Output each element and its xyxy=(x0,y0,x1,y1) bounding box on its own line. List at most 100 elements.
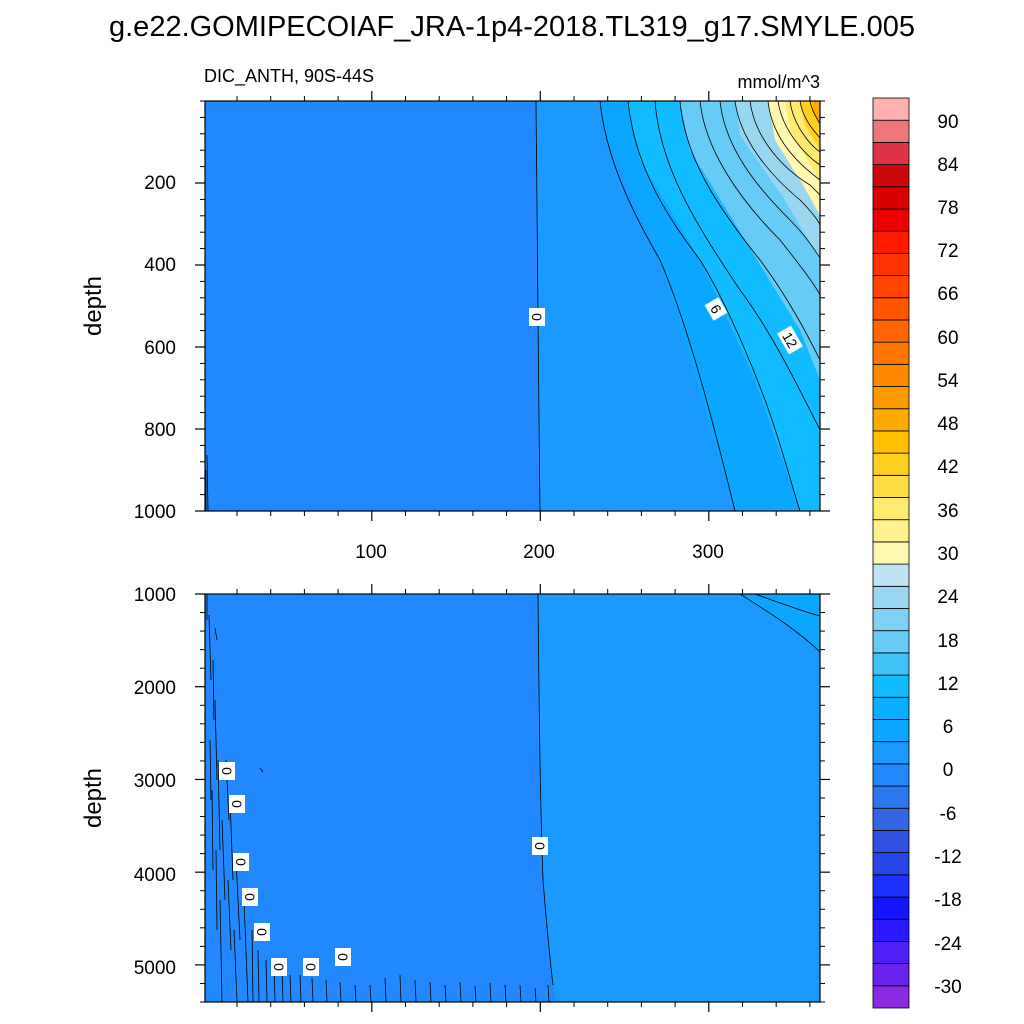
colorbar-tick-label: 84 xyxy=(937,155,959,176)
upper-y-tick-labels: 200 400 600 800 1000 xyxy=(134,173,176,523)
colorbar-swatch xyxy=(872,474,910,498)
colorbar-swatch xyxy=(872,186,910,210)
lower-y-tick-label: 5000 xyxy=(134,958,176,979)
upper-axis-ticks xyxy=(195,91,830,521)
colorbar-tick-label: 42 xyxy=(937,457,958,478)
colorbar-tick-label: 66 xyxy=(937,284,958,305)
upper-panel: DIC_ANTH, 90S-44S mmol/m^3 xyxy=(80,66,830,563)
colorbar-swatch xyxy=(872,696,910,720)
lower-y-tick-label: 1000 xyxy=(134,585,176,606)
colorbar-swatch xyxy=(872,341,910,365)
lower-contour-lines xyxy=(206,594,820,1002)
lower-region-six xyxy=(740,594,820,652)
lower-y-tick-label: 2000 xyxy=(134,678,176,699)
upper-plot-frame xyxy=(204,100,821,512)
colorbar: 90 84 78 72 66 60 54 48 42 36 30 24 18 1… xyxy=(872,97,962,1009)
upper-y-axis-label: depth xyxy=(80,276,107,336)
colorbar-tick-label: -24 xyxy=(934,934,962,955)
lower-contour-label: 0 xyxy=(532,842,548,850)
upper-panel-title: DIC_ANTH, 90S-44S xyxy=(204,66,374,87)
upper-y-tick-label: 1000 xyxy=(134,502,176,523)
upper-y-tick-label: 400 xyxy=(144,255,176,276)
upper-x-tick-label: 200 xyxy=(523,542,555,563)
colorbar-swatch xyxy=(872,164,910,188)
colorbar-swatch xyxy=(872,363,910,387)
lower-contour-label: 0 xyxy=(219,767,235,775)
upper-x-tick-label: 300 xyxy=(692,542,724,563)
colorbar-swatch xyxy=(872,208,910,232)
colorbar-swatch xyxy=(872,896,910,920)
colorbar-tick-label: 78 xyxy=(937,198,958,219)
colorbar-swatch xyxy=(872,763,910,787)
colorbar-tick-label: -18 xyxy=(934,890,961,911)
upper-x-tick-labels: 100 200 300 xyxy=(355,542,724,563)
colorbar-swatch xyxy=(872,563,910,587)
colorbar-swatch xyxy=(872,874,910,898)
colorbar-tick-label: -30 xyxy=(934,977,961,998)
upper-y-tick-label: 800 xyxy=(144,420,176,441)
colorbar-swatch xyxy=(872,519,910,543)
colorbar-swatch xyxy=(872,941,910,965)
upper-y-tick-label: 600 xyxy=(144,338,176,359)
lower-contour-label: 0 xyxy=(335,953,351,961)
colorbar-swatch xyxy=(872,719,910,743)
colorbar-swatch xyxy=(872,541,910,565)
colorbar-swatch xyxy=(872,497,910,521)
colorbar-swatch xyxy=(872,963,910,987)
lower-y-tick-labels: 1000 2000 3000 4000 5000 xyxy=(134,585,176,979)
colorbar-tick-label: -12 xyxy=(934,847,961,868)
colorbar-swatch xyxy=(872,386,910,410)
colorbar-swatch xyxy=(872,830,910,854)
colorbar-swatch xyxy=(872,430,910,454)
lower-axis-ticks xyxy=(195,584,830,1012)
colorbar-tick-label: 90 xyxy=(937,112,958,133)
lower-contour-label: 0 xyxy=(242,893,258,901)
colorbar-swatch xyxy=(872,985,910,1009)
upper-y-tick-label: 200 xyxy=(144,173,176,194)
colorbar-tick-label: 18 xyxy=(937,631,958,652)
colorbar-tick-label: 72 xyxy=(937,241,958,262)
colorbar-swatch xyxy=(872,141,910,165)
lower-contour-label: 0 xyxy=(271,963,287,971)
colorbar-swatch xyxy=(872,297,910,321)
colorbar-tick-label: 60 xyxy=(937,328,958,349)
upper-contour-label: 12 xyxy=(779,329,801,351)
colorbar-swatch xyxy=(872,585,910,609)
lower-y-axis-label: depth xyxy=(80,768,107,828)
lower-region-zero xyxy=(538,594,820,1002)
colorbar-swatch xyxy=(872,408,910,432)
upper-panel-units: mmol/m^3 xyxy=(738,72,820,92)
colorbar-swatch xyxy=(872,918,910,942)
colorbar-swatch xyxy=(872,230,910,254)
colorbar-swatch xyxy=(872,319,910,343)
colorbar-swatch xyxy=(872,452,910,476)
upper-region-fortyeight xyxy=(812,101,820,125)
colorbar-swatch xyxy=(872,674,910,698)
lower-y-tick-label: 4000 xyxy=(134,865,176,886)
lower-contour-label: 0 xyxy=(254,928,270,936)
colorbar-swatch xyxy=(872,119,910,143)
colorbar-tick-label: 24 xyxy=(937,587,959,608)
colorbar-swatch xyxy=(872,608,910,632)
colorbar-swatches xyxy=(872,97,910,1009)
colorbar-tick-label: 48 xyxy=(937,414,958,435)
lower-contour-label: 0 xyxy=(229,800,245,808)
colorbar-tick-label: 12 xyxy=(937,674,958,695)
colorbar-swatch xyxy=(872,97,910,121)
lower-panel: depth 1000 2000 3000 4000 5000 0 0 0 0 0… xyxy=(80,584,830,1012)
colorbar-swatch xyxy=(872,741,910,765)
colorbar-swatch xyxy=(872,652,910,676)
colorbar-swatch xyxy=(872,852,910,876)
colorbar-tick-label: 36 xyxy=(937,501,958,522)
colorbar-tick-label: 0 xyxy=(943,760,954,781)
upper-x-tick-label: 100 xyxy=(355,542,387,563)
colorbar-swatch xyxy=(872,275,910,299)
upper-contour-labels: 0 6 12 xyxy=(529,297,803,355)
colorbar-tick-label: -6 xyxy=(940,804,957,825)
upper-contour-label: 0 xyxy=(529,313,545,321)
lower-y-tick-label: 3000 xyxy=(134,771,176,792)
colorbar-swatch xyxy=(872,630,910,654)
colorbar-tick-label: 30 xyxy=(937,544,958,565)
colorbar-swatch xyxy=(872,252,910,276)
